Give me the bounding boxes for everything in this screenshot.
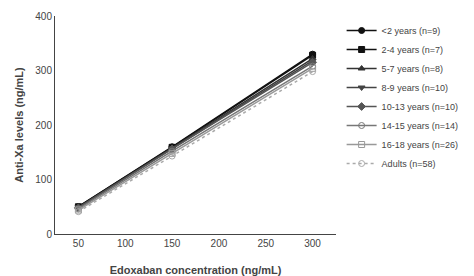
svg-text:10-13 years (n=10): 10-13 years (n=10) [382,102,458,112]
svg-text:200: 200 [211,238,228,249]
svg-text:400: 400 [35,11,52,22]
svg-text:2-4 years (n=7): 2-4 years (n=7) [382,45,443,55]
svg-text:14-15 years (n=14): 14-15 years (n=14) [382,121,458,131]
svg-text:100: 100 [117,238,134,249]
svg-text:Edoxaban concentration (ng/mL): Edoxaban concentration (ng/mL) [110,264,282,276]
svg-text:150: 150 [164,238,181,249]
svg-text:100: 100 [35,174,52,185]
svg-text:8-9 years (n=10): 8-9 years (n=10) [382,83,448,93]
svg-text:0: 0 [46,229,52,240]
svg-text:5-7 years (n=8): 5-7 years (n=8) [382,64,443,74]
svg-text:Anti-Xa levels (ng/mL): Anti-Xa levels (ng/mL) [13,67,25,183]
svg-text:300: 300 [304,238,321,249]
svg-text:300: 300 [35,65,52,76]
svg-text:50: 50 [73,238,85,249]
svg-text:200: 200 [35,120,52,131]
svg-text:250: 250 [257,238,274,249]
svg-text:<2 years (n=9): <2 years (n=9) [382,26,441,36]
svg-text:16-18 years (n=26): 16-18 years (n=26) [382,140,458,150]
svg-text:Adults (n=58): Adults (n=58) [382,159,436,169]
